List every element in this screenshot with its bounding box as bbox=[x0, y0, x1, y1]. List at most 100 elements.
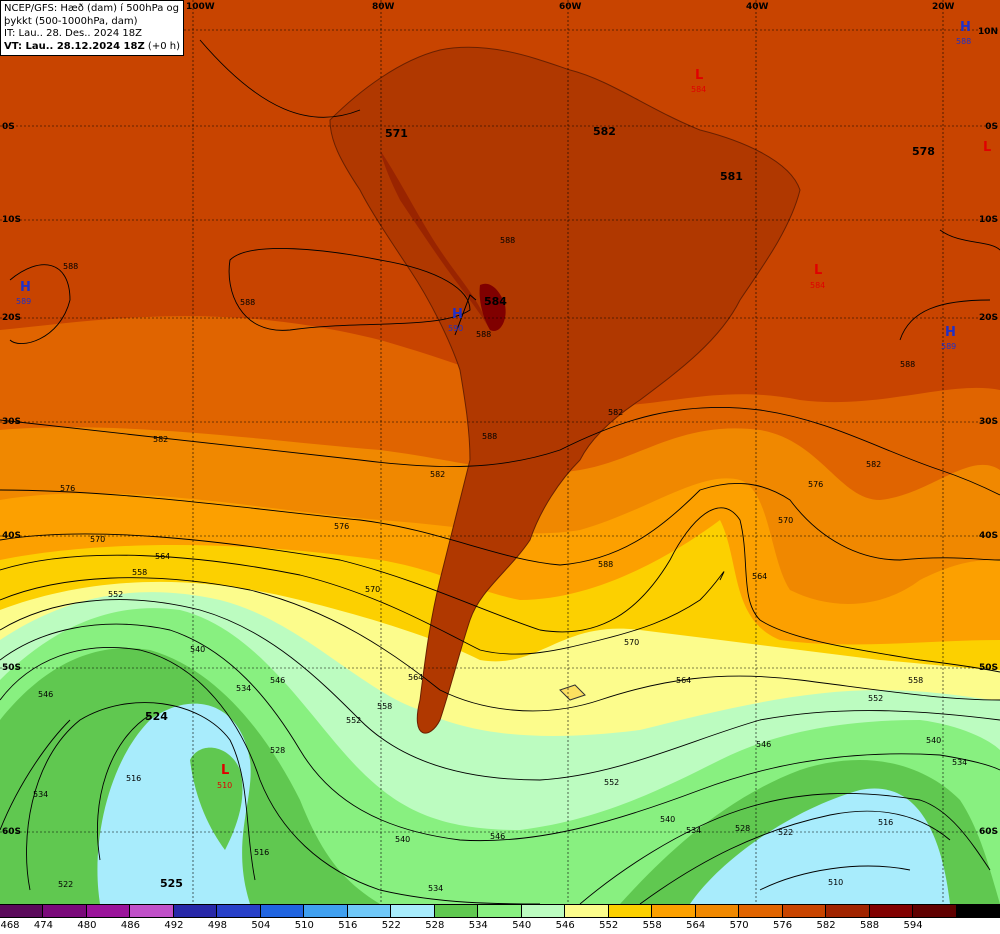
legend-label: 498 bbox=[207, 920, 227, 931]
contour-label: 546 bbox=[270, 676, 286, 685]
legend-label: 528 bbox=[425, 920, 445, 931]
legend-label: 558 bbox=[642, 920, 662, 931]
lat-label-30s-left: 30S bbox=[2, 417, 22, 427]
legend-label: 480 bbox=[77, 920, 97, 931]
contour-label: 552 bbox=[868, 694, 884, 703]
lat-label-10n-right: 10N bbox=[977, 27, 998, 37]
legend-label: 534 bbox=[468, 920, 488, 931]
legend-label: 504 bbox=[251, 920, 271, 931]
legend-label: 516 bbox=[338, 920, 358, 931]
legend-swatch bbox=[347, 905, 392, 917]
legend-swatch bbox=[956, 905, 1000, 917]
legend-swatch bbox=[913, 905, 957, 917]
height-contours bbox=[0, 39, 1000, 904]
legend-swatch bbox=[565, 905, 609, 917]
legend-label: 582 bbox=[816, 920, 836, 931]
lat-label-30s-right: 30S bbox=[978, 417, 998, 427]
thickness-label: 571 bbox=[385, 127, 408, 140]
legend-swatch bbox=[478, 905, 522, 917]
legend-swatch bbox=[826, 905, 870, 917]
contour-label: 510 bbox=[828, 878, 844, 887]
contour-label: 552 bbox=[346, 716, 362, 725]
contour-label: 516 bbox=[878, 818, 894, 827]
contour-label: 528 bbox=[735, 824, 751, 833]
legend-swatch bbox=[739, 905, 783, 917]
contour-label: 558 bbox=[132, 568, 148, 577]
lat-label-0s-left: 0S bbox=[2, 122, 15, 132]
lat-label-40s-left: 40S bbox=[2, 531, 22, 541]
legend-labels: 468 474 480 486 492 498 504 510 516 522 528 534 540 5… bbox=[0, 920, 1000, 932]
legend-label: 594 bbox=[903, 920, 923, 931]
legend-label: 546 bbox=[555, 920, 575, 931]
contour-label: 576 bbox=[60, 484, 76, 493]
legend-swatch bbox=[869, 905, 914, 917]
contour-label: 570 bbox=[778, 516, 794, 525]
legend-label: 486 bbox=[120, 920, 140, 931]
high-pressure-value: 589 bbox=[941, 342, 957, 351]
low-pressure-marker: L bbox=[221, 763, 230, 778]
forecast-hour: (+0 h) bbox=[147, 40, 180, 52]
contour-label: 540 bbox=[660, 815, 676, 824]
legend-label: 564 bbox=[686, 920, 706, 931]
contour-label: 546 bbox=[756, 740, 772, 749]
band-528-east bbox=[690, 788, 950, 904]
thickness-label: 584 bbox=[484, 295, 507, 308]
low-pressure-value: 510 bbox=[217, 781, 233, 790]
legend-swatch bbox=[391, 905, 435, 917]
contour-label: 570 bbox=[624, 638, 640, 647]
contour-label: 570 bbox=[365, 585, 381, 594]
lon-label-80w: 80W bbox=[372, 2, 395, 12]
legend-label: 474 bbox=[33, 920, 54, 931]
contour-label: 534 bbox=[686, 826, 702, 835]
lat-label-60s-right: 60S bbox=[978, 827, 998, 837]
contour-label: 552 bbox=[604, 778, 620, 787]
high-pressure-marker: H bbox=[945, 325, 956, 340]
legend-swatch bbox=[521, 905, 566, 917]
contour-label: 564 bbox=[752, 572, 768, 581]
band-522-low bbox=[190, 747, 243, 850]
contour-label: 558 bbox=[908, 676, 924, 685]
low-pressure-marker: L bbox=[695, 68, 704, 83]
andes-ridge bbox=[380, 150, 490, 330]
lon-label-60w: 60W bbox=[559, 2, 582, 12]
contour-label: 582 bbox=[153, 435, 169, 444]
info-line-2: þykkt (500-1000hPa, dam) bbox=[4, 15, 138, 27]
contour-label: 522 bbox=[58, 880, 74, 889]
legend-swatch bbox=[695, 905, 740, 917]
lat-label-20s-left: 20S bbox=[2, 313, 22, 323]
legend-swatch bbox=[608, 905, 653, 917]
contour-label: 576 bbox=[334, 522, 350, 531]
legend-swatch bbox=[304, 905, 348, 917]
contour-label: 546 bbox=[490, 832, 506, 841]
legend-swatch bbox=[652, 905, 696, 917]
contour-label: 564 bbox=[676, 676, 692, 685]
contour-label: 546 bbox=[38, 690, 54, 699]
thickness-label: 581 bbox=[720, 170, 743, 183]
low-pressure-marker: L bbox=[814, 263, 823, 278]
low-pressure-value: 584 bbox=[691, 85, 707, 94]
contour-label: 522 bbox=[778, 828, 794, 837]
lat-label-50s-left: 50S bbox=[2, 663, 22, 673]
legend-label: 540 bbox=[512, 920, 532, 931]
legend-label: 468 bbox=[0, 920, 20, 931]
contour-label: 588 bbox=[240, 298, 256, 307]
falklands bbox=[559, 684, 586, 701]
lat-label-50s-right: 50S bbox=[978, 663, 998, 673]
contour-label: 564 bbox=[155, 552, 171, 561]
legend-label: 492 bbox=[164, 920, 184, 931]
contour-label: 540 bbox=[926, 736, 942, 745]
legend-color-bar bbox=[0, 904, 1000, 918]
legend-label: 552 bbox=[599, 920, 619, 931]
thickness-legend: 468 474 480 486 492 498 504 510 516 522 528 534 540 5… bbox=[0, 904, 1000, 934]
info-line-3: IT: Lau.. 28. Des.. 2024 18Z bbox=[4, 28, 142, 39]
legend-swatch bbox=[217, 905, 261, 917]
contour-label: 540 bbox=[395, 835, 411, 844]
lon-label-20w: 20W bbox=[932, 2, 955, 12]
contour-label: 558 bbox=[377, 702, 393, 711]
lat-label-10s-left: 10S bbox=[2, 215, 22, 225]
graticule bbox=[0, 0, 1000, 904]
lat-label-0s-right: 0S bbox=[985, 122, 998, 132]
legend-label: 570 bbox=[729, 920, 749, 931]
high-pressure-marker: H bbox=[452, 307, 463, 322]
thickness-label: 524 bbox=[145, 710, 168, 723]
